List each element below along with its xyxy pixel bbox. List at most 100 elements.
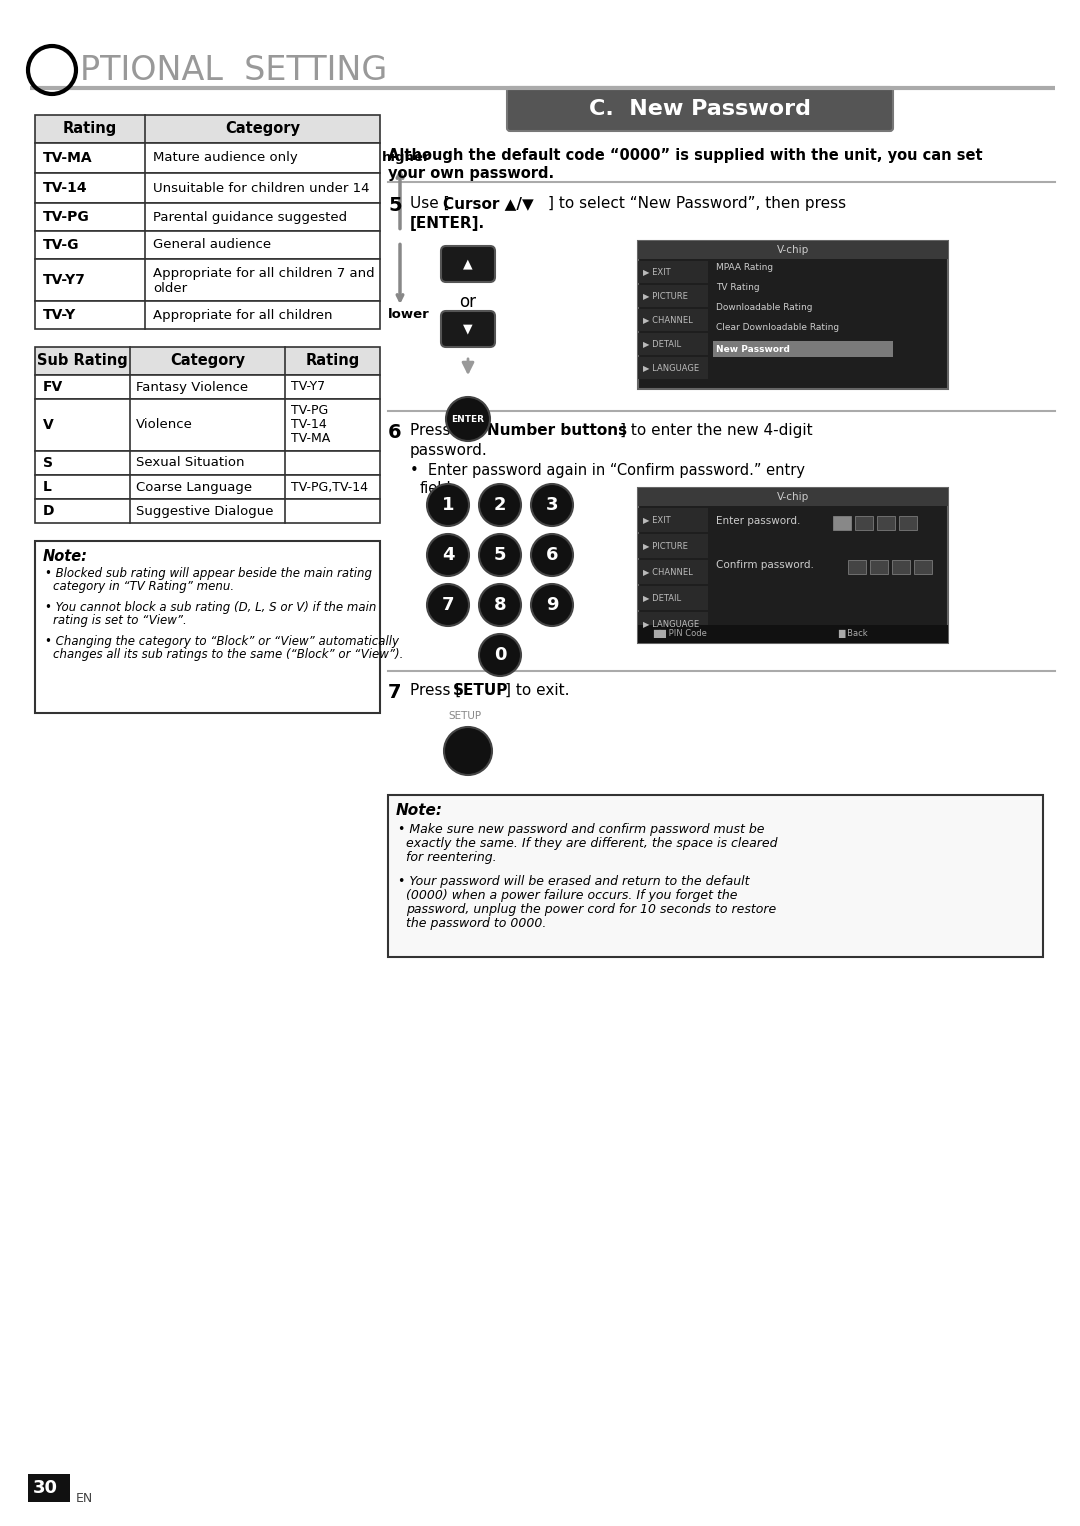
Text: Rating: Rating: [306, 354, 360, 368]
Text: TV-MA: TV-MA: [291, 432, 330, 446]
Text: Press [: Press [: [410, 684, 461, 697]
Text: Appropriate for all children 7 and: Appropriate for all children 7 and: [153, 267, 375, 279]
Bar: [35, 259, 380, 301]
Text: █ Back: █ Back: [838, 630, 867, 638]
Text: Press [: Press [: [410, 423, 461, 438]
Text: the Number buttons: the Number buttons: [453, 423, 627, 438]
Text: ENTER: ENTER: [451, 415, 485, 424]
Bar: [35, 143, 380, 172]
Bar: [892, 560, 910, 574]
Text: L: L: [43, 481, 52, 494]
Circle shape: [531, 584, 573, 626]
Circle shape: [427, 484, 469, 526]
Text: • Changing the category to “Block” or “View” automatically: • Changing the category to “Block” or “V…: [45, 635, 399, 649]
Text: 0: 0: [494, 645, 507, 664]
Bar: [638, 488, 948, 642]
Bar: [35, 398, 380, 452]
Text: category in “TV Rating” menu.: category in “TV Rating” menu.: [53, 580, 234, 594]
Text: 5: 5: [494, 546, 507, 565]
Text: • Blocked sub rating will appear beside the main rating: • Blocked sub rating will appear beside …: [45, 568, 372, 580]
Text: password.: password.: [410, 443, 488, 458]
Text: D: D: [43, 504, 54, 517]
Text: 7: 7: [442, 597, 455, 613]
Text: changes all its sub ratings to the same (“Block” or “View”).: changes all its sub ratings to the same …: [53, 649, 403, 661]
Text: or: or: [459, 293, 476, 311]
Bar: [833, 516, 851, 530]
Bar: [638, 612, 708, 636]
Text: password, unplug the power cord for 10 seconds to restore: password, unplug the power cord for 10 s…: [406, 903, 777, 916]
Text: ▶ DETAIL: ▶ DETAIL: [643, 339, 681, 348]
Text: ▶ EXIT: ▶ EXIT: [643, 267, 671, 276]
Bar: [35, 542, 380, 713]
Text: Use [: Use [: [410, 195, 449, 211]
Text: SETUP: SETUP: [448, 711, 481, 720]
Text: Category: Category: [225, 122, 300, 136]
Text: TV-G: TV-G: [43, 238, 80, 252]
Text: ▶ DETAIL: ▶ DETAIL: [643, 594, 681, 603]
Bar: [388, 795, 1043, 957]
Text: 9: 9: [545, 597, 558, 613]
Text: TV-MA: TV-MA: [43, 151, 93, 165]
Text: • Make sure new password and confirm password must be: • Make sure new password and confirm pas…: [399, 823, 765, 836]
Bar: [870, 560, 888, 574]
Text: FV: FV: [43, 380, 64, 394]
Circle shape: [531, 484, 573, 526]
Text: ] to exit.: ] to exit.: [505, 684, 569, 697]
Text: Note:: Note:: [43, 549, 87, 565]
Bar: [638, 534, 708, 559]
Text: ▶ PICTURE: ▶ PICTURE: [643, 542, 688, 551]
Text: 3: 3: [545, 496, 558, 514]
Text: Parental guidance suggested: Parental guidance suggested: [153, 211, 347, 223]
Text: ▶ CHANNEL: ▶ CHANNEL: [643, 568, 692, 577]
Text: Sub Rating: Sub Rating: [37, 354, 127, 368]
FancyBboxPatch shape: [507, 87, 893, 131]
Text: S: S: [43, 456, 53, 470]
Text: TV-14: TV-14: [43, 182, 87, 195]
Text: Although the default code “0000” is supplied with the unit, you can set: Although the default code “0000” is supp…: [388, 148, 983, 163]
Text: Confirm password.: Confirm password.: [716, 560, 814, 571]
Text: exactly the same. If they are different, the space is cleared: exactly the same. If they are different,…: [406, 836, 778, 850]
Text: SETUP: SETUP: [453, 684, 509, 697]
Bar: [899, 516, 917, 530]
Text: Violence: Violence: [136, 418, 193, 432]
Text: TV Rating: TV Rating: [716, 282, 759, 291]
Bar: [35, 172, 380, 203]
Text: MPAA Rating: MPAA Rating: [716, 262, 773, 272]
Text: 5: 5: [388, 195, 402, 215]
Text: ▼: ▼: [463, 322, 473, 336]
Bar: [638, 586, 708, 610]
Bar: [638, 241, 948, 389]
Circle shape: [444, 726, 492, 775]
Text: Rating: Rating: [63, 122, 117, 136]
Bar: [35, 452, 380, 475]
Bar: [35, 114, 380, 143]
Text: TV-14: TV-14: [291, 418, 327, 432]
Text: 8: 8: [494, 597, 507, 613]
Circle shape: [480, 584, 521, 626]
Text: your own password.: your own password.: [388, 166, 554, 182]
Text: ██ PIN Code: ██ PIN Code: [653, 630, 707, 638]
Text: lower: lower: [388, 308, 430, 322]
Text: Appropriate for all children: Appropriate for all children: [153, 308, 333, 322]
Text: Cursor ▲/▼: Cursor ▲/▼: [443, 195, 534, 211]
Text: Enter password.: Enter password.: [716, 516, 800, 526]
Text: higher: higher: [381, 151, 430, 165]
Bar: [914, 560, 932, 574]
FancyBboxPatch shape: [441, 246, 495, 282]
Text: V-chip: V-chip: [777, 246, 809, 255]
Bar: [28, 1474, 70, 1502]
Text: 6: 6: [388, 423, 402, 443]
Text: TV-PG,TV-14: TV-PG,TV-14: [291, 481, 368, 493]
Bar: [638, 508, 708, 533]
Text: Sexual Situation: Sexual Situation: [136, 456, 244, 470]
Text: field.: field.: [420, 481, 457, 496]
Text: ] to enter the new 4-digit: ] to enter the new 4-digit: [620, 423, 812, 438]
Text: ] to select “New Password”, then press: ] to select “New Password”, then press: [548, 195, 846, 211]
Text: TV-Y7: TV-Y7: [43, 273, 86, 287]
Text: Suggestive Dialogue: Suggestive Dialogue: [136, 505, 273, 517]
Text: Clear Downloadable Rating: Clear Downloadable Rating: [716, 324, 839, 333]
Circle shape: [446, 397, 490, 441]
Text: C.  New Password: C. New Password: [589, 99, 811, 119]
Text: V: V: [43, 418, 54, 432]
Bar: [855, 516, 873, 530]
